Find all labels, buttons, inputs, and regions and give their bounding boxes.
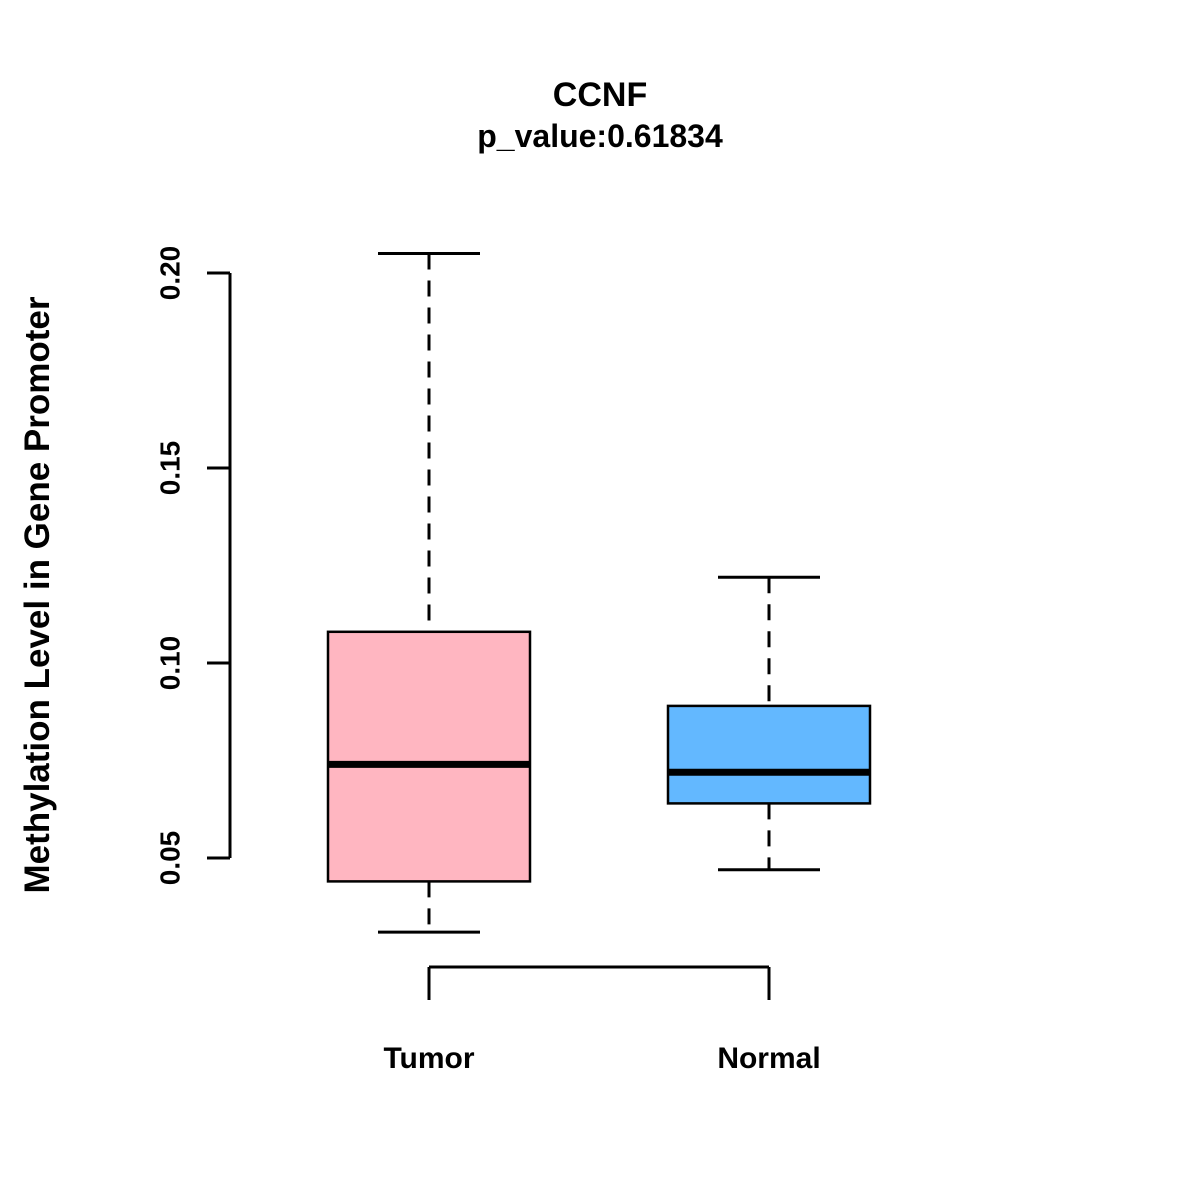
category-label-normal: Normal [717,1042,820,1075]
y-tick-label: 0.10 [154,636,185,691]
chart-title: CCNF [552,76,648,114]
y-tick-label: 0.15 [154,441,185,496]
y-tick-label: 0.20 [154,246,185,301]
box-normal [666,704,872,805]
y-tick-label: 0.05 [154,831,185,886]
category-label-tumor: Tumor [383,1042,474,1075]
chart-subtitle: p_value:0.61834 [477,118,723,154]
box-tumor [326,630,532,883]
